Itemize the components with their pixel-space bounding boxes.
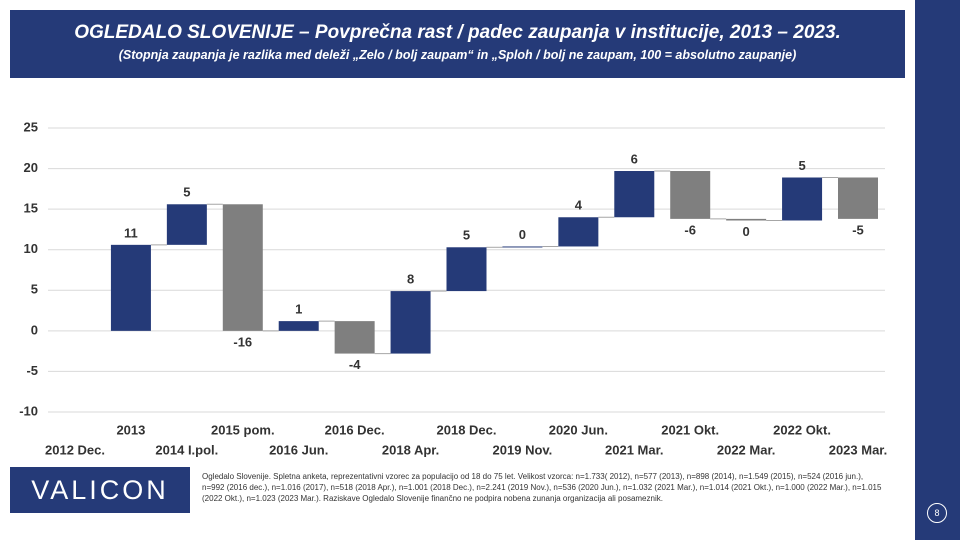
bar (726, 218, 767, 221)
footnote: Ogledalo Slovenije. Spletna anketa, repr… (202, 472, 882, 503)
y-tick-label: 25 (24, 119, 38, 134)
data-label: 5 (798, 158, 805, 173)
page-number: 8 (927, 503, 947, 523)
data-label: -4 (349, 357, 361, 372)
title-box: OGLEDALO SLOVENIJE – Povprečna rast / pa… (10, 10, 905, 78)
bar (782, 177, 823, 221)
y-tick-label: 10 (24, 241, 38, 256)
x-tick-label: 2013 (116, 422, 145, 437)
y-tick-label: 20 (24, 160, 38, 175)
x-tick-label: 2018 Dec. (437, 422, 497, 437)
bar (558, 217, 599, 247)
y-tick-label: 15 (24, 201, 38, 216)
x-tick-label: 2012 Dec. (45, 442, 105, 457)
data-label: 0 (519, 227, 526, 242)
logo: VALICON (10, 467, 190, 513)
x-tick-label: 2020 Jun. (549, 422, 608, 437)
side-strip (915, 0, 960, 540)
data-label: 11 (124, 225, 138, 240)
bar (278, 321, 319, 331)
x-tick-label: 2016 Dec. (325, 422, 385, 437)
bar (334, 321, 375, 354)
data-label: 4 (575, 198, 583, 213)
data-label: 6 (631, 151, 638, 166)
x-tick-label: 2019 Nov. (493, 442, 553, 457)
bar (614, 171, 655, 218)
x-tick-label: 2022 Okt. (773, 422, 831, 437)
x-tick-label: 2022 Mar. (717, 442, 776, 457)
x-tick-label: 2015 pom. (211, 422, 275, 437)
y-tick-label: 0 (31, 322, 38, 337)
x-tick-label: 2018 Apr. (382, 442, 439, 457)
data-label: 1 (295, 302, 302, 317)
title: OGLEDALO SLOVENIJE – Povprečna rast / pa… (74, 22, 841, 43)
bar (446, 247, 487, 292)
bar (502, 246, 543, 248)
x-tick-label: 2016 Jun. (269, 442, 328, 457)
y-tick-label: 5 (31, 282, 38, 297)
bar (166, 204, 207, 245)
x-tick-label: 2023 Mar. (829, 442, 888, 457)
y-tick-label: -5 (26, 363, 38, 378)
bar (222, 204, 263, 331)
data-label: 8 (407, 272, 414, 287)
data-label: 5 (183, 185, 190, 200)
bar (670, 171, 711, 219)
bar (838, 177, 878, 219)
data-label: 5 (463, 228, 470, 243)
data-label: -16 (233, 334, 252, 349)
bar (390, 291, 431, 354)
data-label: 0 (743, 224, 750, 239)
bar (110, 244, 151, 331)
subtitle: (Stopnja zaupanja je razlika med deleži … (118, 48, 797, 62)
x-tick-label: 2014 I.pol. (155, 442, 218, 457)
x-tick-label: 2021 Okt. (661, 422, 719, 437)
y-tick-label: -10 (19, 403, 38, 418)
data-label: -6 (684, 222, 696, 237)
data-label: -5 (852, 222, 864, 237)
x-tick-label: 2021 Mar. (605, 442, 664, 457)
